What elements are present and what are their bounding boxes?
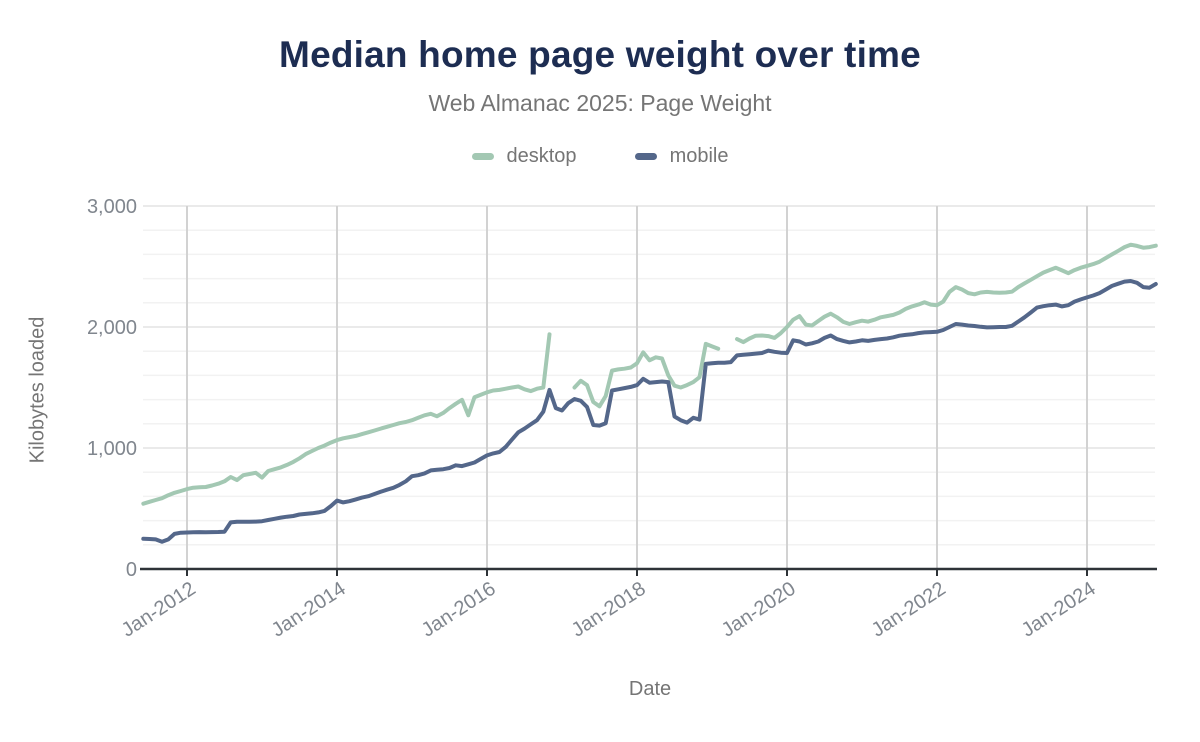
y-tick-label: 2,000 xyxy=(87,317,137,339)
desktop-swatch-icon xyxy=(471,153,494,160)
x-axis-title: Date xyxy=(628,678,672,700)
y-tick-label: 1,000 xyxy=(87,438,137,460)
x-tick-label: Jan-2022 xyxy=(868,578,950,642)
legend-item-mobile: mobile xyxy=(634,145,729,168)
x-tick-label: Jan-2018 xyxy=(568,578,650,642)
x-tick-label: Jan-2024 xyxy=(1018,578,1100,642)
x-tick-label: Jan-2012 xyxy=(118,578,200,642)
desktop-line xyxy=(141,242,1158,506)
x-tick-label: Jan-2020 xyxy=(718,578,800,642)
legend: desktop mobile xyxy=(0,145,1200,168)
x-tick-label: Jan-2014 xyxy=(268,578,350,642)
mobile-line xyxy=(141,279,1158,544)
legend-label-desktop: desktop xyxy=(506,145,577,167)
legend-label-mobile: mobile xyxy=(669,145,729,167)
x-tick-label: Jan-2016 xyxy=(418,578,500,642)
mobile-swatch-icon xyxy=(634,153,657,160)
legend-item-desktop: desktop xyxy=(471,145,577,168)
chart-title: Median home page weight over time xyxy=(279,34,921,75)
chart-subtitle: Web Almanac 2025: Page Weight xyxy=(428,90,772,116)
y-tick-label: 0 xyxy=(126,559,137,581)
y-tick-label: 3,000 xyxy=(87,196,137,218)
